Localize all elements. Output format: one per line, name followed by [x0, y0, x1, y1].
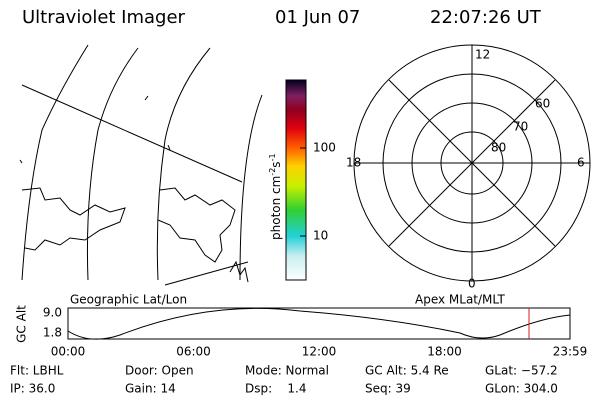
colorbar [285, 79, 307, 281]
x-tick-label: 18:00 [427, 345, 462, 359]
x-tick-label: 23:59 [553, 345, 588, 359]
x-tick-label: 06:00 [176, 345, 211, 359]
date: 01 Jun 07 [275, 7, 360, 28]
status-field: GLon: 304.0 [485, 382, 558, 396]
panel-title: Apex MLat/MLT [415, 293, 505, 307]
time: 22:07:26 UT [430, 7, 542, 28]
instrument: Ultraviolet Imager [22, 7, 186, 28]
geographic-map [19, 44, 263, 286]
status-field: GLat: −57.2 [485, 364, 558, 378]
unit-exp: -1 [268, 153, 277, 161]
status-field: IP: 36.0 [10, 382, 55, 396]
x-tick-label: 00:00 [51, 345, 86, 359]
colorbar-tick-label: 100 [313, 141, 336, 155]
mlt-label: 0 [468, 277, 476, 291]
status-field: Gain: 14 [125, 382, 176, 396]
mlat-label: 80 [491, 141, 506, 155]
mlat-label: 60 [535, 97, 550, 111]
colorbar-tick-label: 10 [313, 229, 328, 243]
altitude-plot [67, 307, 571, 340]
status-field: GC Alt: 5.4 Re [365, 364, 449, 378]
colorbar-label: photon cm-2s-1 [268, 153, 283, 240]
status-field: Seq: 39 [365, 382, 411, 396]
panel-title: Geographic Lat/Lon [70, 293, 187, 307]
status-field: Flt: LBHL [10, 364, 64, 378]
y-axis-label: GC Alt [15, 305, 29, 343]
unit: photon cm [269, 176, 283, 240]
unit-exp: -2 [268, 168, 277, 176]
y-tick-label: 1.8 [43, 326, 62, 340]
status-field: Door: Open [125, 364, 194, 378]
status-field: Mode: Normal [245, 364, 329, 378]
mlt-label: 18 [346, 156, 361, 170]
mlat-label: 70 [513, 120, 528, 134]
altitude-curve [67, 307, 571, 340]
polar-plot [353, 44, 591, 282]
mlt-label: 12 [475, 48, 490, 62]
x-tick-label: 12:00 [302, 345, 337, 359]
status-field: Dsp: 1.4 [245, 382, 307, 396]
y-tick-label: 9.0 [43, 306, 62, 320]
mlt-label: 6 [577, 156, 585, 170]
unit: s [269, 161, 283, 167]
